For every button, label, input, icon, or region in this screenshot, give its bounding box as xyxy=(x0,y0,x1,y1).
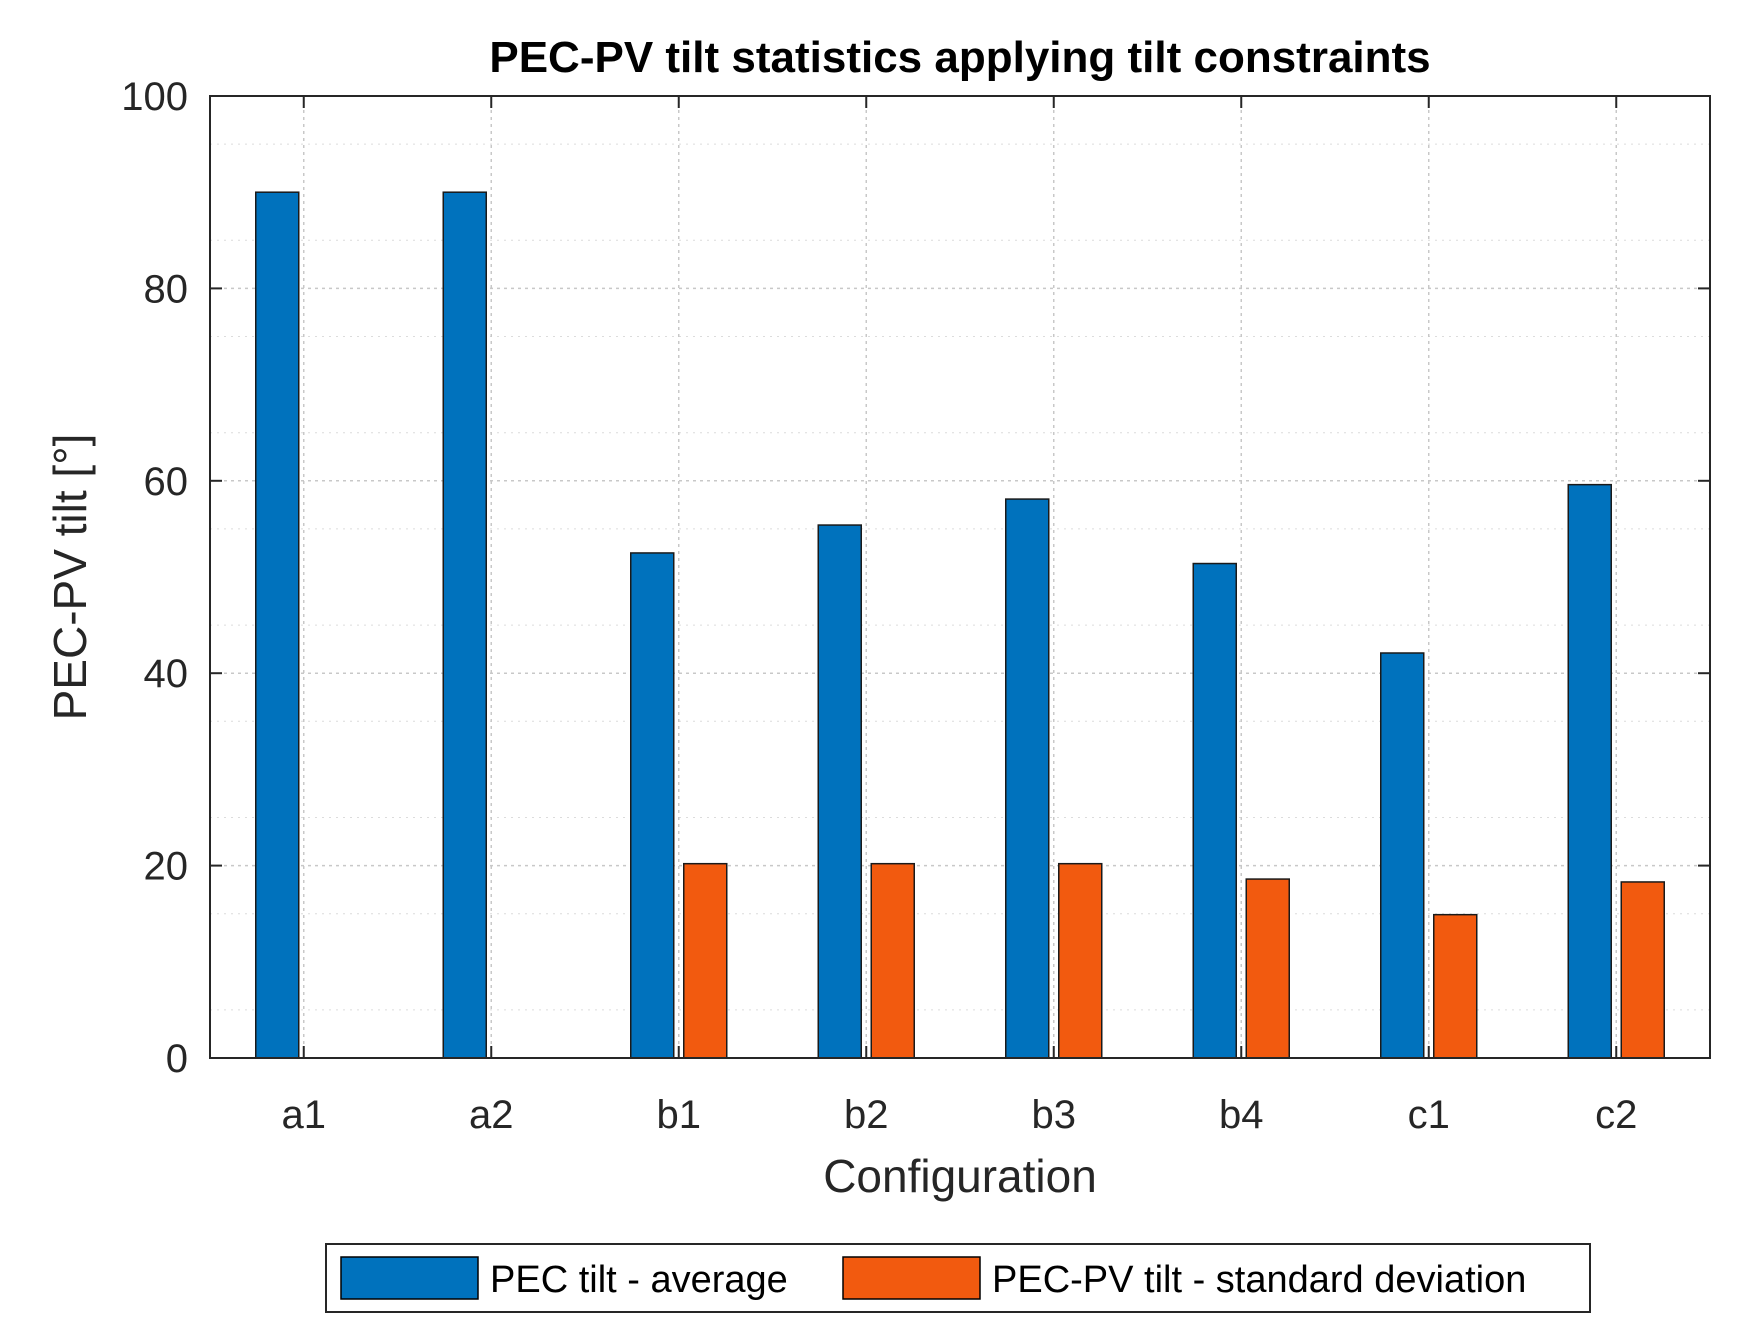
axes-box xyxy=(209,95,1711,1059)
legend-swatch-pec-tilt-average xyxy=(340,1256,479,1300)
y-tick-label: 20 xyxy=(144,845,189,889)
bar-std-dev-b4 xyxy=(1245,878,1290,1059)
x-tick-label-c2: c2 xyxy=(1595,1093,1637,1137)
bar-average-b1 xyxy=(630,552,675,1059)
x-axis-label: Configuration xyxy=(823,1150,1097,1202)
bar-average-c1 xyxy=(1380,652,1425,1059)
x-tick-label-b1: b1 xyxy=(657,1093,702,1137)
bar-std-dev-c2 xyxy=(1620,881,1665,1059)
x-tick-label-b2: b2 xyxy=(844,1093,889,1137)
y-axis-label: PEC-PV tilt [°] xyxy=(44,434,96,721)
axis-ticks: 0 20 40 60 80 100 a1 a2 b1 b2 b3 b4 c1 c2 xyxy=(121,75,1710,1137)
grid-lines xyxy=(210,96,1710,1058)
chart-title: PEC-PV tilt statistics applying tilt con… xyxy=(489,33,1430,82)
bar-average-b4 xyxy=(1192,562,1237,1059)
bars xyxy=(255,191,1665,1059)
y-tick-label: 80 xyxy=(144,267,189,311)
bar-average-a1 xyxy=(255,191,300,1059)
legend-swatch-pec-pv-tilt-standard-deviation xyxy=(842,1256,981,1300)
bar-average-c2 xyxy=(1567,483,1612,1059)
x-tick-label-a1: a1 xyxy=(282,1093,327,1137)
bar-average-b2 xyxy=(817,524,862,1059)
y-tick-label: 40 xyxy=(144,652,189,696)
bar-average-a2 xyxy=(442,191,487,1059)
x-tick-label-a2: a2 xyxy=(469,1093,514,1137)
legend-label-pec-pv-tilt-standard-deviation: PEC-PV tilt - standard deviation xyxy=(992,1259,1526,1301)
y-tick-label: 0 xyxy=(166,1037,188,1081)
legend-label-pec-tilt-average: PEC tilt - average xyxy=(490,1259,788,1301)
y-tick-label: 60 xyxy=(144,460,189,504)
x-tick-label-b3: b3 xyxy=(1032,1093,1077,1137)
bar-std-dev-b2 xyxy=(870,862,915,1059)
x-tick-label-c1: c1 xyxy=(1408,1093,1450,1137)
bar-std-dev-b1 xyxy=(683,862,728,1059)
bar-std-dev-c1 xyxy=(1433,913,1478,1059)
bar-average-b3 xyxy=(1005,498,1050,1059)
x-tick-label-b4: b4 xyxy=(1219,1093,1264,1137)
bar-std-dev-b3 xyxy=(1058,862,1103,1059)
legend: PEC tilt - average PEC-PV tilt - standar… xyxy=(325,1243,1591,1313)
y-tick-label: 100 xyxy=(121,75,188,119)
